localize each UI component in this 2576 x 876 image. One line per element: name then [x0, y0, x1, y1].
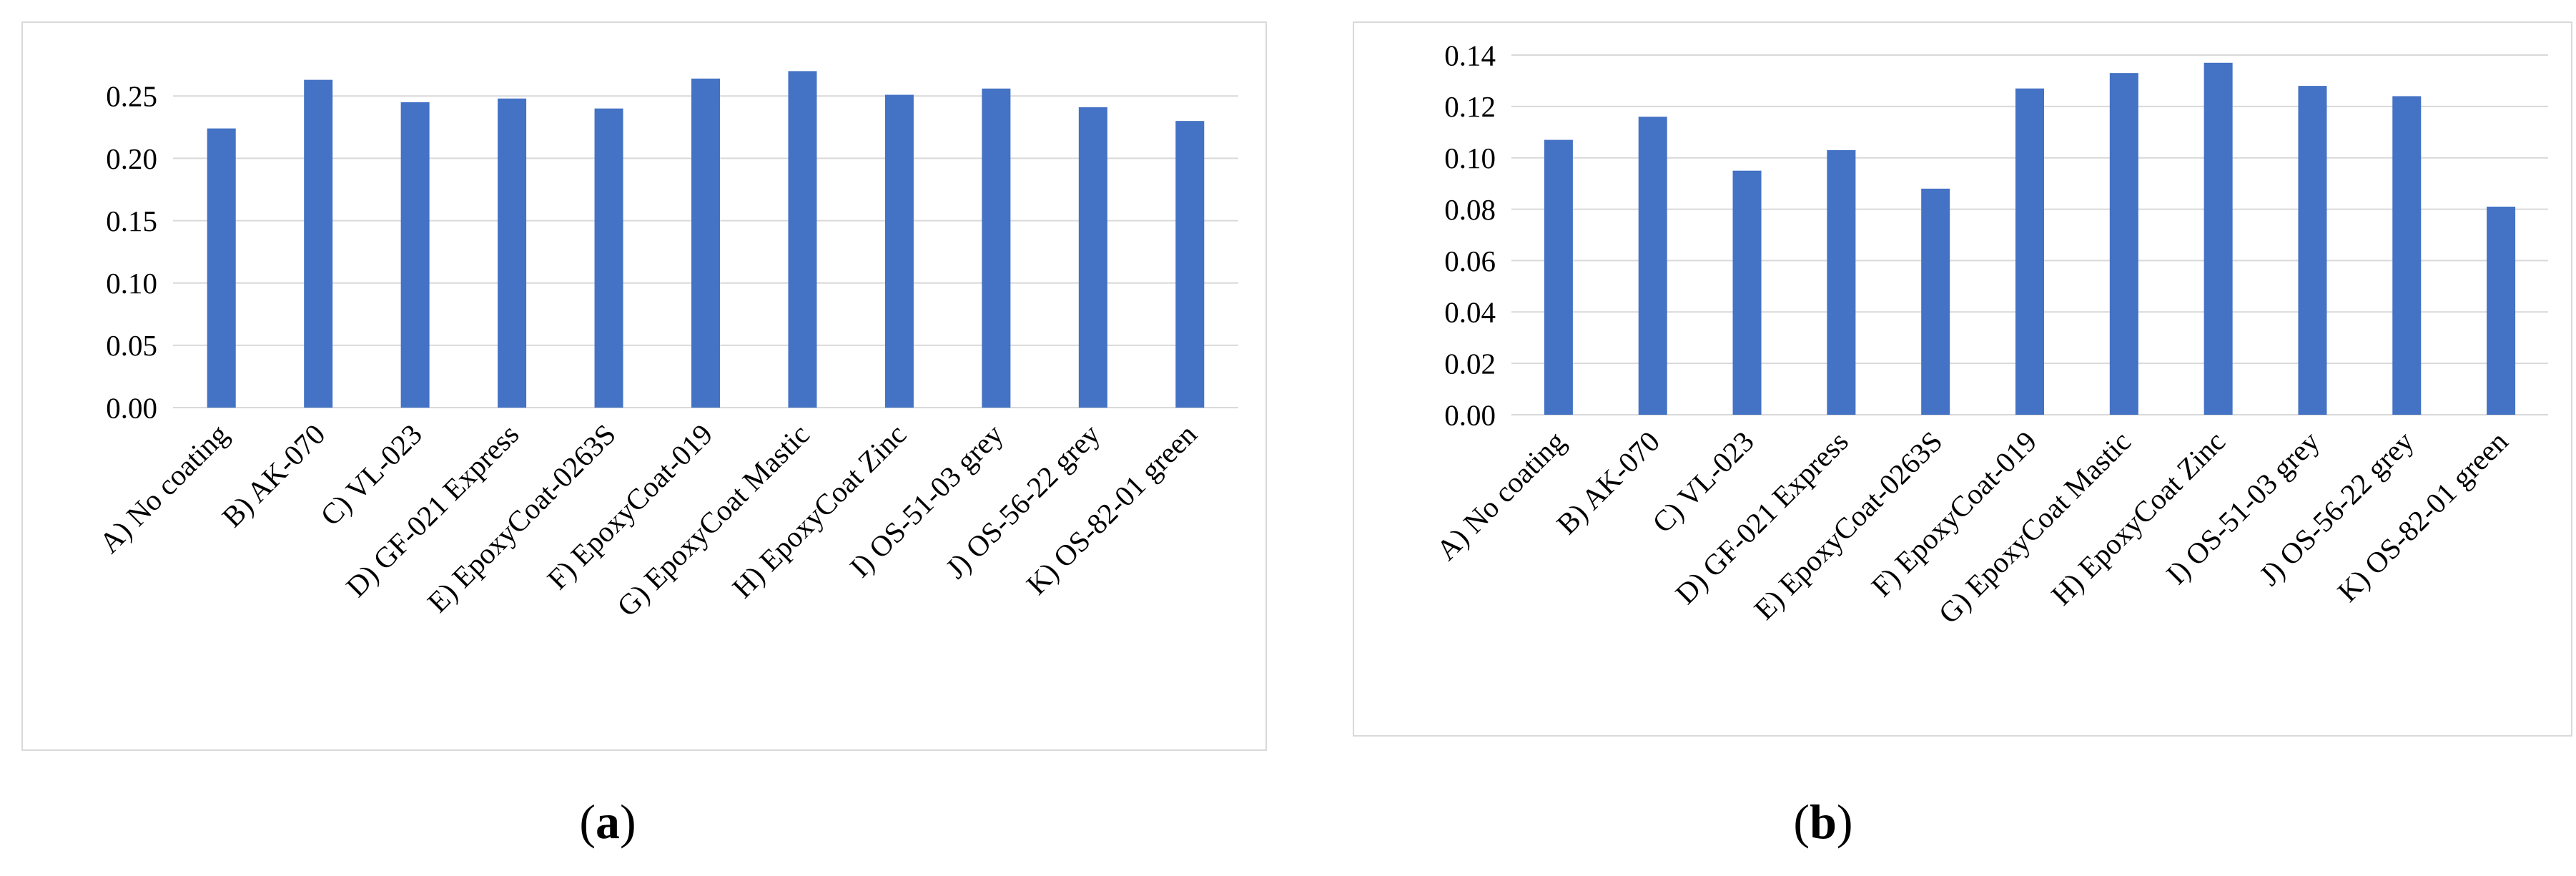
x-category-label: B) AK-070	[1550, 425, 1666, 541]
bar	[1638, 117, 1667, 415]
bar	[2298, 86, 2327, 415]
panel-caption-b: (b)	[1793, 794, 1853, 849]
bar	[2487, 206, 2516, 415]
y-tick-label: 0.06	[1444, 245, 1496, 277]
bar	[1921, 188, 1950, 415]
x-category-label: F) EpoxyCoat-019	[541, 418, 719, 596]
bar	[1732, 170, 1762, 415]
y-tick-label: 0.10	[1444, 142, 1496, 174]
y-tick-label: 0.10	[106, 267, 157, 300]
x-category-label: D) GF-021 Express	[340, 418, 525, 604]
x-category-label: H) EpoxyCoat Zinc	[726, 418, 912, 604]
bar	[498, 98, 527, 408]
bar	[2392, 96, 2422, 415]
bar-chart-b: 0.00 0.02 0.04 0.06 0.08 0.10 0.12 0.14 A) No co…	[1430, 39, 2548, 630]
bar	[207, 128, 236, 408]
y-tick-label: 0.20	[106, 142, 157, 175]
bar	[2109, 73, 2138, 415]
bar-chart-a: 0.00 0.05 0.10 0.15 0.20 0.25 A) No coatingB) …	[93, 71, 1238, 623]
panel-caption-letter-b: b	[1810, 794, 1837, 849]
x-category-label: E) EpoxyCoat-0263S	[421, 418, 622, 619]
y-tick-label: 0.15	[106, 205, 157, 237]
bar	[884, 94, 914, 408]
bar	[982, 88, 1011, 408]
chart-frame-a: 0.00 0.05 0.10 0.15 0.20 0.25 A) No coating B) …	[21, 21, 1267, 751]
y-tick-label: 0.12	[1444, 90, 1496, 123]
bar	[1175, 121, 1205, 408]
x-category-label: A) No coating	[93, 418, 235, 559]
x-category-label: G) EpoxyCoat Mastic	[611, 418, 816, 623]
y-tick-label: 0.14	[1444, 39, 1496, 72]
x-category-label: K) OS-82-01 green	[2331, 425, 2514, 608]
y-tick-label: 0.05	[106, 329, 157, 362]
chart-panel-b: 0.00 0.02 0.04 0.06 0.08 0.10 0.12 0.14 A) No co…	[1287, 0, 2576, 876]
bar	[594, 108, 623, 408]
bar	[400, 102, 430, 408]
x-category-label: A) No coating	[1430, 425, 1571, 566]
y-tick-label: 0.08	[1444, 193, 1496, 226]
x-category-label: F) EpoxyCoat-019	[1865, 425, 2043, 603]
panel-caption-letter-a: a	[596, 794, 620, 849]
chart-frame-b: 0.00 0.02 0.04 0.06 0.08 0.10 0.12 0.14 A) No co…	[1353, 21, 2572, 737]
x-category-label: B) AK-070	[215, 418, 331, 533]
y-tick-label: 0.02	[1444, 347, 1496, 380]
y-tick-label: 0.04	[1444, 296, 1496, 329]
bar	[691, 78, 720, 408]
x-category-label: D) GF-021 Express	[1669, 425, 1855, 611]
bar	[2015, 88, 2044, 415]
x-category-label: K) OS-82-01 green	[1020, 418, 1203, 601]
y-tick-label: 0.25	[106, 80, 157, 113]
bar	[1078, 107, 1107, 408]
bar	[304, 79, 333, 408]
y-tick-label: 0.00	[1444, 398, 1496, 431]
bar	[1827, 149, 1856, 415]
panel-caption-a: (a)	[579, 794, 636, 849]
x-category-label: H) EpoxyCoat Zinc	[2045, 425, 2231, 611]
bar	[1544, 139, 1573, 415]
bar	[2204, 62, 2233, 415]
y-tick-label: 0.00	[106, 391, 157, 424]
bar	[788, 71, 817, 408]
chart-panel-a: 0.00 0.05 0.10 0.15 0.20 0.25 A) No coating B) …	[0, 0, 1287, 876]
